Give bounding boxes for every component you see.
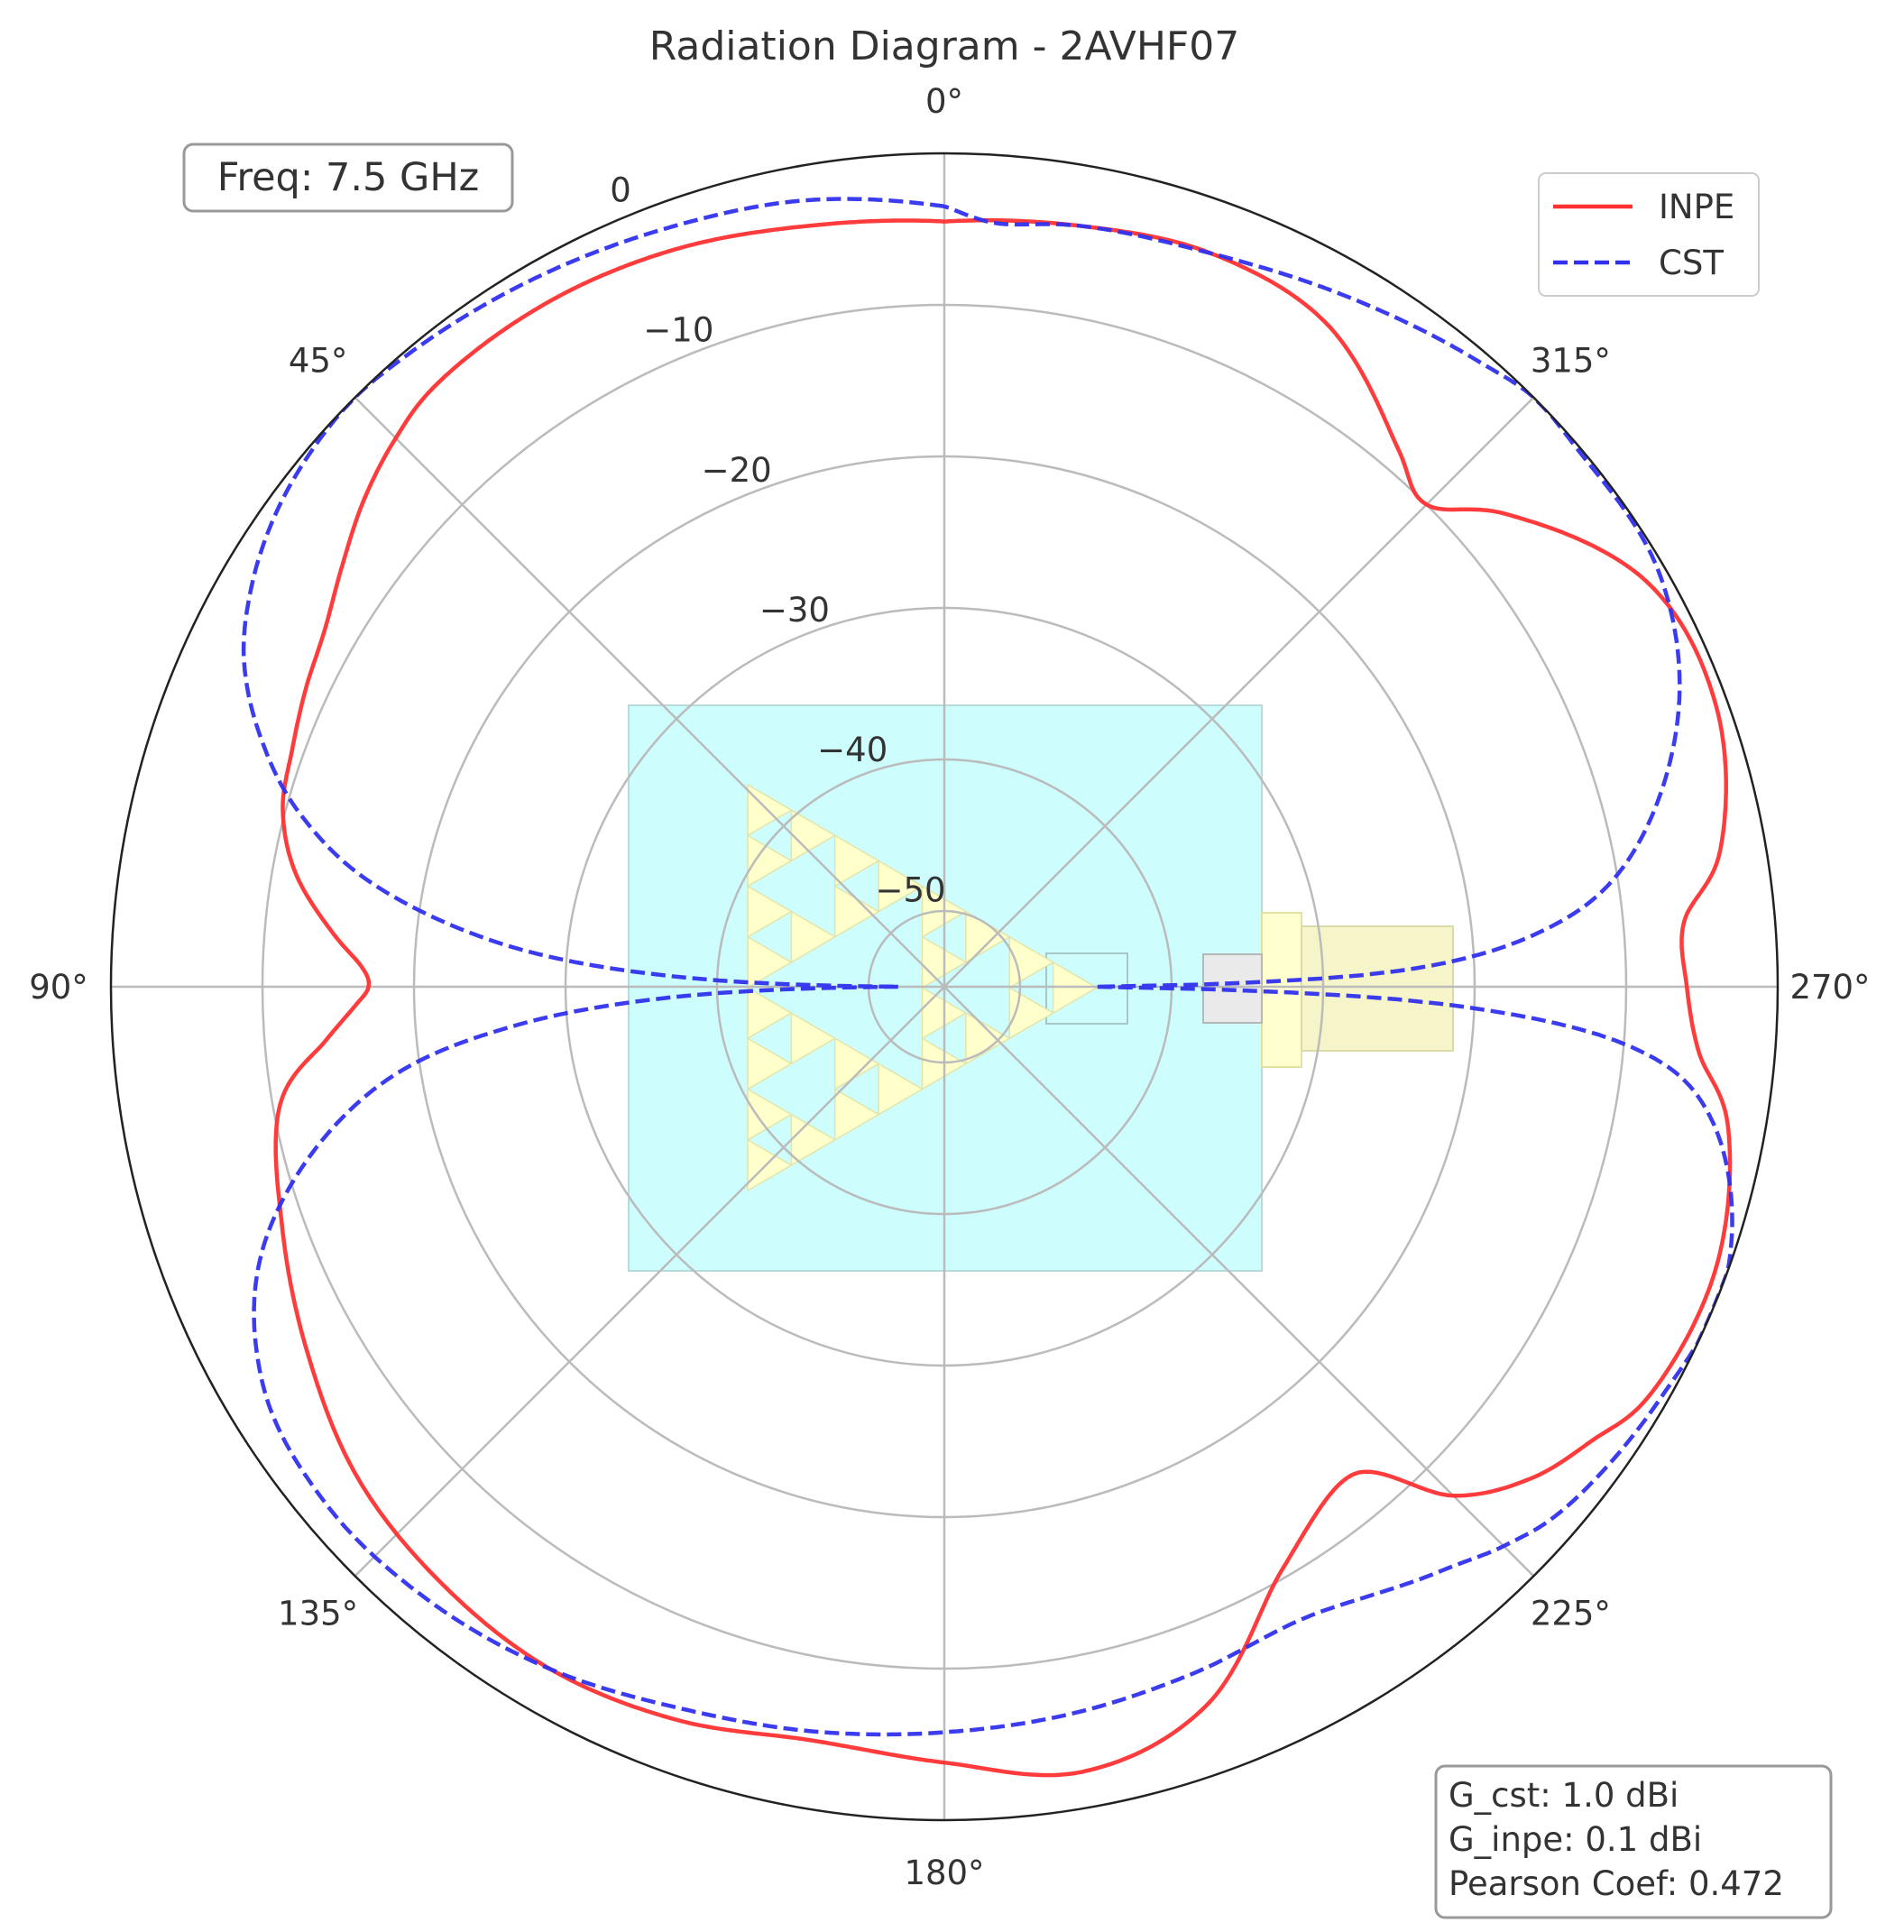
fractal-triangle [1008, 986, 1055, 1040]
legend-label-cst: CST [1659, 244, 1724, 282]
fractal-triangle [747, 935, 793, 989]
fractal-triangle [747, 986, 793, 1040]
angle-tick-labels: 0° 45° 90° 135° 180° 225° 270° 315° [29, 82, 1870, 1892]
radial-tick-label: −50 [875, 870, 945, 909]
radial-tick-label: −40 [817, 731, 888, 769]
chart-title: Radiation Diagram - 2AVHF07 [649, 23, 1239, 69]
angle-tick-label: 180° [904, 1854, 984, 1892]
series-layer [241, 197, 1734, 1778]
angle-tick-label: 270° [1789, 968, 1870, 1007]
frequency-box: Freq: 7.5 GHz [182, 143, 514, 213]
fractal-triangle [1008, 935, 1055, 989]
series-line-cst [241, 197, 1734, 1737]
fractal-triangle [747, 1088, 793, 1142]
series-line-inpe [273, 217, 1733, 1778]
fractal-triangle [834, 833, 880, 888]
polar-grid [111, 153, 1778, 1820]
angle-tick-label: 90° [29, 968, 88, 1007]
grid-spoke [943, 396, 1535, 988]
fractal-triangle [747, 885, 793, 939]
angle-tick-label: 225° [1531, 1594, 1611, 1633]
fractal-triangle [834, 1088, 880, 1142]
grid-spoke [354, 986, 945, 1578]
polar-frame [109, 152, 1780, 1822]
fractal-triangle [747, 1138, 793, 1192]
fractal-triangle [747, 783, 793, 837]
radial-tick-label: −20 [702, 451, 772, 490]
fractal-triangle [747, 833, 793, 888]
radial-tick-label: −30 [759, 591, 830, 630]
fractal-triangle [790, 1011, 837, 1065]
fractal-triangle [965, 1011, 1011, 1065]
stats-box: G_cst: 1.0 dBi G_inpe: 0.1 dBi Pearson C… [1434, 1764, 1833, 1919]
fractal-triangle [878, 860, 924, 913]
grid-spoke [943, 986, 1535, 1578]
angle-tick-label: 315° [1531, 342, 1611, 381]
angle-tick-label: 45° [289, 342, 348, 381]
fractal-triangle [747, 1036, 793, 1090]
radial-tick-label: −10 [643, 311, 713, 350]
fractal-triangle [878, 1063, 924, 1116]
fractal-triangle [834, 1036, 880, 1090]
grid-spoke [354, 396, 945, 988]
fractal-triangle [790, 910, 837, 964]
sierpinski-patch-icon [747, 783, 1099, 1192]
radial-tick-labels: 0 −10 −20 −30 −40 −50 [610, 170, 945, 909]
antenna-geometry-inset [628, 704, 1454, 1272]
fractal-triangle [790, 808, 837, 862]
stat-gain-cst: G_cst: 1.0 dBi [1449, 1776, 1679, 1815]
frequency-label: Freq: 7.5 GHz [217, 155, 480, 200]
legend: INPE CST [1538, 172, 1760, 297]
angle-tick-label: 0° [925, 82, 963, 121]
angle-tick-label: 135° [278, 1594, 358, 1633]
radial-tick-label: 0 [610, 170, 631, 209]
stat-pearson: Pearson Coef: 0.472 [1449, 1864, 1784, 1903]
stat-gain-inpe: G_inpe: 0.1 dBi [1449, 1820, 1702, 1859]
legend-label-inpe: INPE [1659, 188, 1734, 226]
